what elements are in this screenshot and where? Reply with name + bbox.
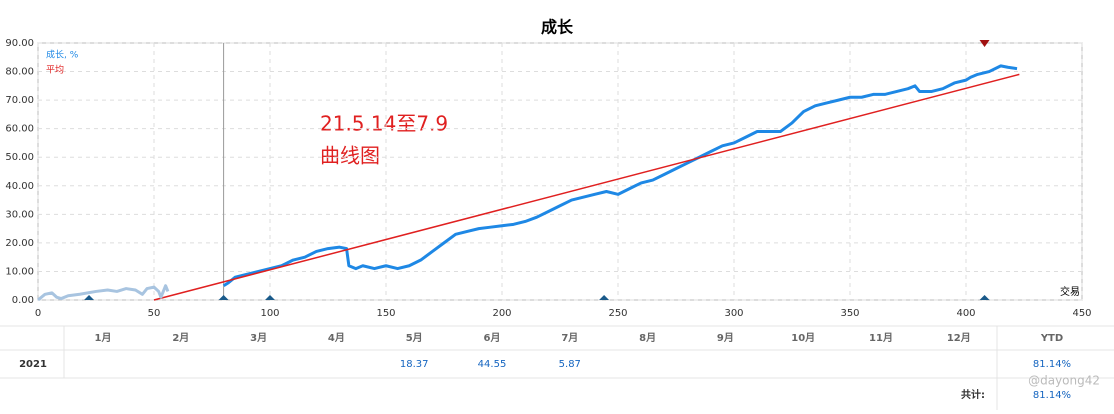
y-tick-label: 80.00 (5, 67, 34, 78)
column-header: YTD (1040, 333, 1063, 344)
top-marker (979, 40, 990, 47)
y-tick-label: 40.00 (5, 181, 34, 192)
x-tick-label: 150 (376, 308, 395, 319)
trade-marker (265, 295, 275, 300)
cell: 44.55 (478, 359, 507, 370)
annotation: 曲线图 (320, 144, 380, 168)
y-tick-label: 50.00 (5, 152, 34, 163)
y-tick-label: 90.00 (5, 38, 34, 49)
column-header: 9月 (717, 332, 734, 344)
annotation: 21.5.14至7.9 (320, 112, 448, 136)
x-tick-label: 200 (492, 308, 511, 319)
y-tick-label: 70.00 (5, 95, 34, 106)
column-header: 7月 (561, 332, 578, 344)
trade-marker (218, 295, 229, 300)
y-tick-label: 60.00 (5, 124, 34, 135)
column-header: 12月 (947, 332, 971, 344)
watermark: @dayong42 (1028, 374, 1100, 388)
column-header: 1月 (95, 332, 112, 344)
cell: 18.37 (400, 359, 429, 370)
trade-marker (979, 295, 990, 300)
x-axis-label: 交易 (1060, 285, 1080, 298)
trade-marker (599, 295, 610, 300)
x-tick-label: 300 (724, 308, 743, 319)
series-line (153, 73, 1020, 301)
x-tick-label: 400 (956, 308, 975, 319)
column-header: 3月 (250, 332, 267, 344)
total-label: 共计: (961, 388, 985, 401)
cell: 5.87 (559, 359, 581, 370)
column-header: 11月 (869, 332, 893, 344)
legend-entry: 成长, % (46, 49, 79, 61)
column-header: 8月 (639, 332, 656, 344)
column-header: 5月 (406, 332, 423, 344)
column-header: 10月 (791, 332, 815, 344)
column-header: 4月 (328, 332, 345, 344)
x-tick-label: 250 (608, 308, 627, 319)
column-header: 6月 (484, 332, 501, 344)
x-tick-label: 50 (148, 308, 161, 319)
chart-title: 成长 (541, 18, 574, 37)
x-tick-label: 450 (1072, 308, 1091, 319)
column-header: 2月 (172, 332, 189, 344)
y-tick-label: 30.00 (5, 209, 34, 220)
trade-marker (84, 295, 95, 300)
x-tick-label: 0 (35, 308, 41, 319)
y-tick-label: 10.00 (5, 266, 34, 277)
total-value: 81.14% (1033, 390, 1071, 401)
x-tick-label: 100 (260, 308, 279, 319)
series-line (37, 284, 170, 302)
legend-entry: 平均 (46, 64, 64, 76)
x-tick-label: 350 (840, 308, 859, 319)
y-tick-label: 0.00 (12, 295, 34, 306)
y-tick-label: 20.00 (5, 238, 34, 249)
series-line (222, 64, 1018, 287)
cell: 81.14% (1033, 359, 1071, 370)
plot-frame (37, 42, 1083, 301)
row-label: 2021 (19, 359, 47, 370)
